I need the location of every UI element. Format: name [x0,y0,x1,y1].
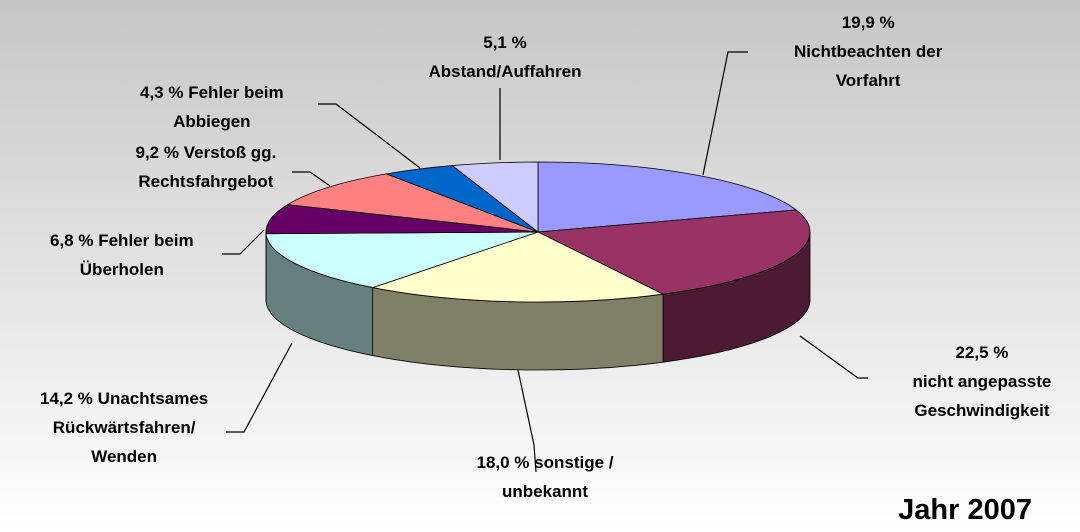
value-label: 6,8 % [50,231,94,250]
pie-tops [265,161,811,303]
slice-label: 18,0 % sonstige / unbekannt [477,448,614,506]
pie-sides [265,231,811,371]
leader-line [292,171,331,187]
slice [265,204,539,235]
leader-line [222,229,265,255]
slice [286,173,539,233]
leader-line [702,51,748,176]
slice [265,231,539,288]
category-label: Abstand/Auffahren [428,62,582,81]
slice [371,231,665,303]
slice [536,209,811,295]
slice-label: 4,3 % Fehler beim Abbiegen [140,78,284,136]
slice-label: 14,2 % Unachtsames Rückwärtsfahren/ Wend… [40,384,208,471]
slice [451,161,539,233]
value-label: 4,3 % [140,83,184,102]
value-label: 14,2 % [40,389,93,408]
value-label: 5,1 % [483,33,527,52]
value-label: 19,9 % [841,13,895,32]
slice-label: 5,1 % Abstand/Auffahren [429,28,582,86]
category-label: Unachtsames Rückwärtsfahren/ Wenden [52,389,209,466]
category-label: Nichtbeachten der Vorfahrt [794,42,943,90]
value-label: 22,5 % [955,343,1009,362]
leader-line [318,103,421,169]
slice-label: 9,2 % Verstoß gg. Rechtsfahrgebot [136,138,277,196]
value-label: 9,2 % [135,143,179,162]
category-label: sonstige / unbekannt [502,453,614,501]
slice [537,161,798,233]
category-label: Verstoß gg. Rechtsfahrgebot [138,143,277,191]
category-label: nicht angepasste Geschwindigkeit [912,372,1052,420]
slice-label: 22,5 % nicht angepasste Geschwindigkeit [913,338,1052,425]
leader-line [226,342,293,433]
leader-line [517,369,537,473]
chart-title: Jahr 2007 [898,494,1032,526]
slice-label: 6,8 % Fehler beim Überholen [50,226,194,284]
slice-label: 19,9 % Nichtbeachten der Vorfahrt [794,8,942,95]
leader-line [799,335,868,379]
category-label: Fehler beim Abbiegen [173,83,284,131]
category-label: Fehler beim Überholen [79,231,194,279]
value-label: 18,0 % [476,453,530,472]
